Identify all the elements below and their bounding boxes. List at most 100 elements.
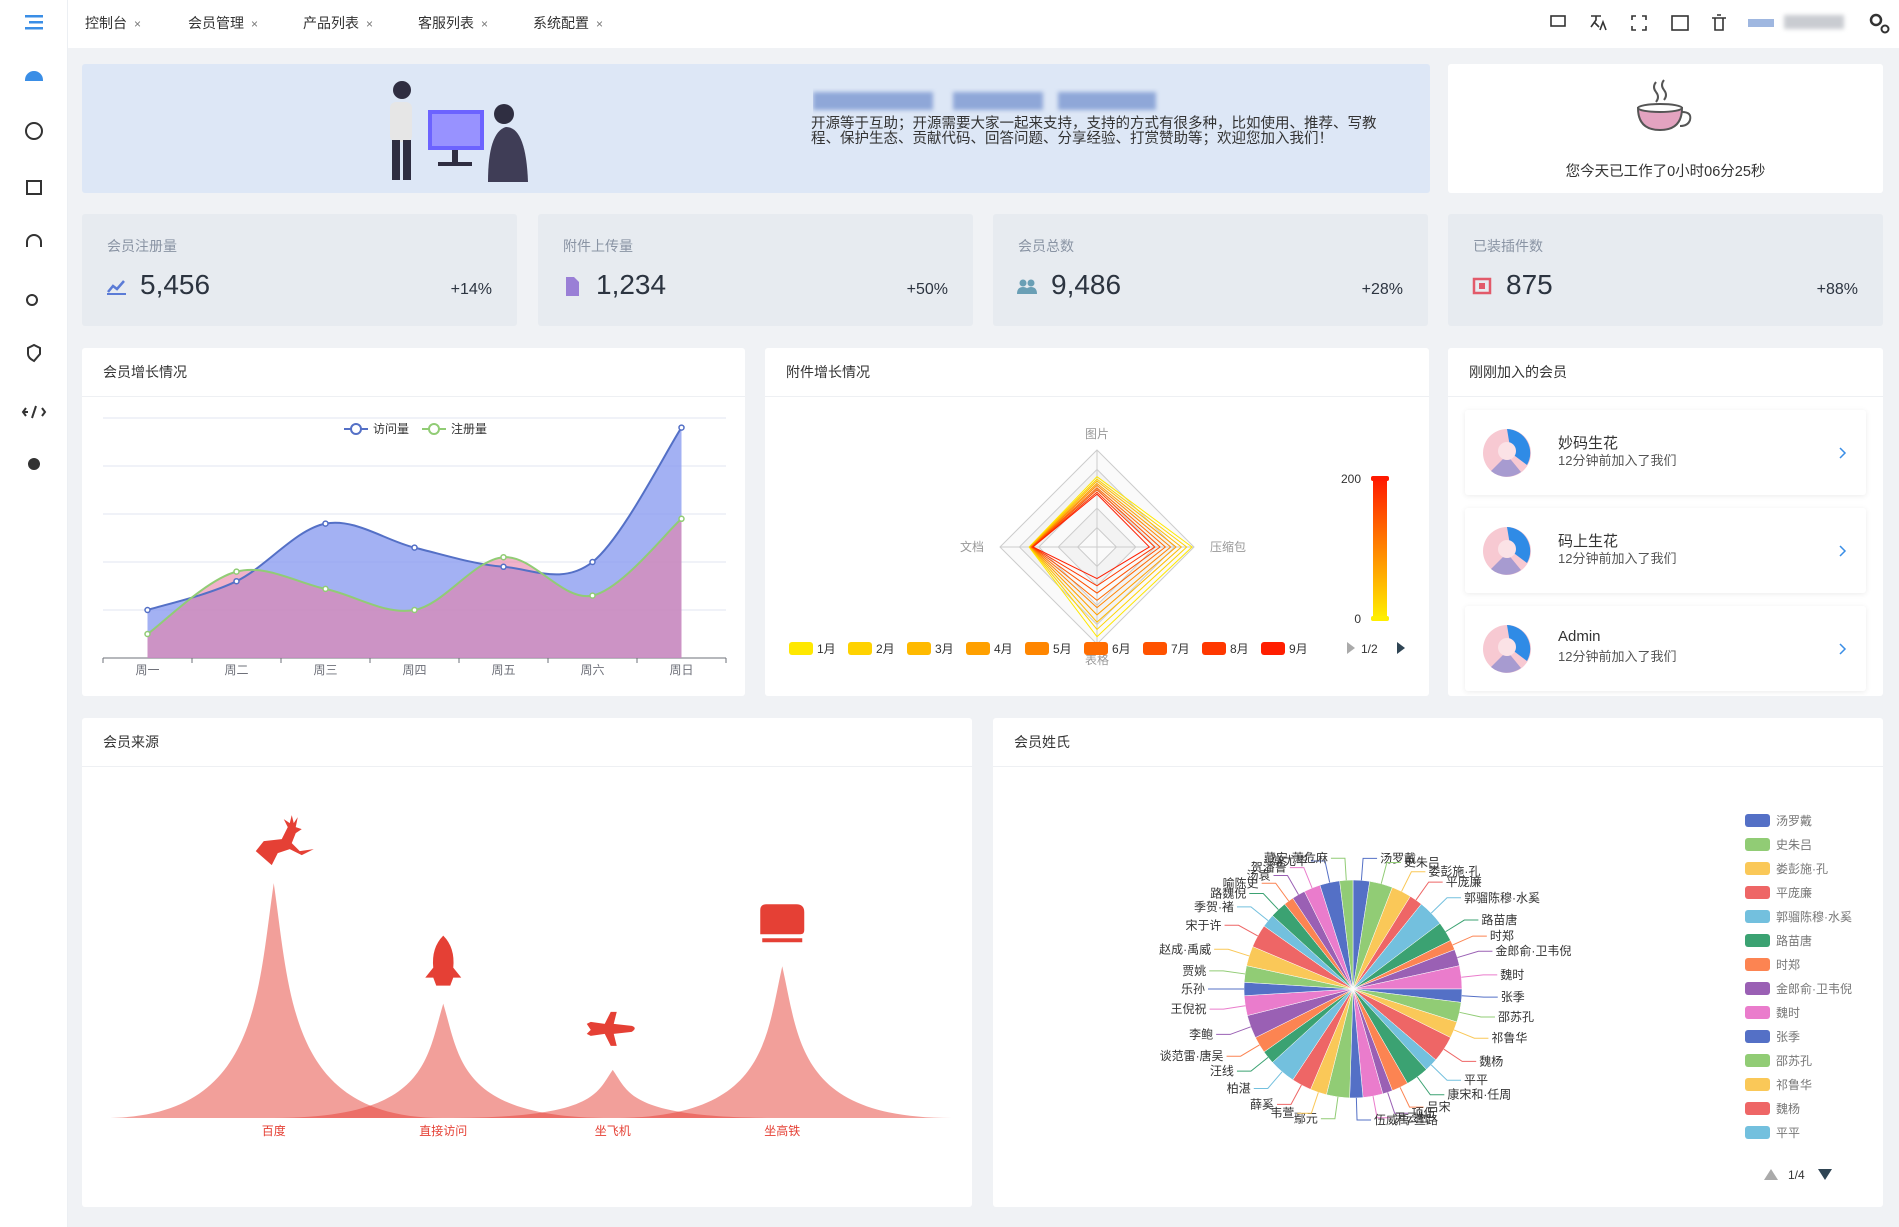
legend-label[interactable]: 张季 bbox=[1776, 1030, 1800, 1044]
legend-icon[interactable] bbox=[1745, 1102, 1770, 1115]
legend-icon[interactable] bbox=[1745, 1126, 1770, 1139]
legend-label[interactable]: 平平 bbox=[1776, 1126, 1800, 1140]
legend-label[interactable]: 2月 bbox=[876, 642, 895, 656]
member-item[interactable]: 码上生花 12分钟前加入了我们 bbox=[1465, 508, 1866, 593]
chevron[interactable] bbox=[1838, 642, 1848, 656]
pie-label: 贺潘鲁 bbox=[1251, 861, 1287, 875]
legend-icon[interactable] bbox=[1261, 642, 1285, 655]
legend-icon[interactable] bbox=[1745, 982, 1770, 995]
dashboard-icon[interactable] bbox=[24, 71, 44, 81]
legend-icon[interactable] bbox=[1745, 814, 1770, 827]
tab[interactable]: 会员管理 × bbox=[188, 0, 258, 48]
tab[interactable]: 客服列表 × bbox=[418, 0, 488, 48]
legend-label[interactable]: 魏时 bbox=[1776, 1005, 1800, 1020]
screen-icon[interactable] bbox=[1550, 15, 1566, 27]
label-line bbox=[1452, 935, 1487, 946]
legend-icon[interactable] bbox=[1745, 958, 1770, 971]
terminal-icon[interactable] bbox=[1671, 15, 1689, 31]
stat-change: +14% bbox=[450, 281, 492, 298]
legend-icon[interactable] bbox=[1745, 838, 1770, 851]
legend-icon[interactable] bbox=[1745, 1054, 1770, 1067]
tab-label: 会员管理 bbox=[188, 15, 244, 31]
legend-icon[interactable] bbox=[1745, 886, 1770, 899]
avatar-face bbox=[1498, 638, 1516, 656]
settings-icon[interactable] bbox=[1869, 13, 1890, 34]
legend-icon[interactable] bbox=[966, 642, 990, 655]
username[interactable] bbox=[1784, 15, 1844, 29]
tab[interactable]: 控制台 × bbox=[85, 0, 141, 48]
legend-label[interactable]: 娄彭施·孔 bbox=[1776, 861, 1828, 876]
legend-label[interactable]: 金郎俞·卫韦倪 bbox=[1776, 981, 1852, 996]
legend-icon[interactable] bbox=[1745, 862, 1770, 875]
legend-label[interactable]: 汤罗戴 bbox=[1776, 813, 1812, 828]
stat-label: 已装插件数 bbox=[1473, 238, 1543, 254]
legend-label: 注册量 bbox=[451, 421, 487, 436]
fullscreen-icon[interactable] bbox=[1631, 15, 1647, 31]
product-icon[interactable] bbox=[26, 180, 42, 195]
legend-icon[interactable] bbox=[848, 642, 872, 655]
legend-label[interactable]: 3月 bbox=[935, 642, 954, 656]
config-icon[interactable] bbox=[26, 294, 38, 306]
pager-next[interactable] bbox=[1397, 642, 1405, 654]
user-icon[interactable] bbox=[25, 122, 43, 140]
legend-label[interactable]: 路苗唐 bbox=[1776, 933, 1812, 948]
member-item[interactable]: 妙码生花 12分钟前加入了我们 bbox=[1465, 410, 1866, 495]
chevron[interactable] bbox=[1838, 544, 1848, 558]
service-icon[interactable] bbox=[26, 234, 42, 247]
translate-icon[interactable] bbox=[1590, 15, 1607, 31]
legend-label[interactable]: 7月 bbox=[1171, 642, 1190, 656]
legend-label[interactable]: 祁鲁华 bbox=[1776, 1077, 1812, 1092]
pager-prev[interactable] bbox=[1764, 1169, 1778, 1180]
point bbox=[233, 568, 240, 575]
stat-icon-part bbox=[1472, 277, 1492, 295]
tab-close[interactable]: × bbox=[251, 17, 259, 31]
top-bar: 控制台 × 会员管理 × 产品列表 × 客服列表 × 系统配置 × bbox=[68, 0, 1899, 48]
legend-icon[interactable] bbox=[1745, 1078, 1770, 1091]
group-icon[interactable] bbox=[28, 458, 40, 470]
trash-icon[interactable] bbox=[1712, 14, 1726, 31]
point bbox=[589, 592, 596, 599]
pie-label: 魏杨 bbox=[1479, 1053, 1503, 1068]
tab-close[interactable]: × bbox=[366, 17, 374, 31]
legend-label[interactable]: 5月 bbox=[1053, 642, 1072, 656]
legend-label[interactable]: 8月 bbox=[1230, 642, 1249, 656]
legend-label[interactable]: 魏杨 bbox=[1776, 1101, 1800, 1116]
legend-label[interactable]: 史朱吕 bbox=[1776, 838, 1812, 852]
legend-icon[interactable] bbox=[907, 642, 931, 655]
tab-close[interactable]: × bbox=[481, 17, 489, 31]
legend-icon[interactable] bbox=[1745, 934, 1770, 947]
legend-label[interactable]: 平庞廉 bbox=[1776, 885, 1812, 900]
chevron[interactable] bbox=[1838, 446, 1848, 460]
menu-icon[interactable] bbox=[25, 15, 43, 30]
pager-next[interactable] bbox=[1818, 1169, 1832, 1180]
legend-label[interactable]: 郭骝陈穆·水奚 bbox=[1776, 909, 1852, 924]
legend-label[interactable]: 时郑 bbox=[1776, 957, 1800, 972]
legend-icon[interactable] bbox=[1745, 1030, 1770, 1043]
legend-label[interactable]: 4月 bbox=[994, 642, 1013, 656]
member-item[interactable]: Admin 12分钟前加入了我们 bbox=[1465, 606, 1866, 691]
tab-close[interactable]: × bbox=[134, 17, 142, 31]
avatar-part bbox=[1491, 553, 1521, 575]
tab-close[interactable]: × bbox=[596, 17, 604, 31]
avatar-part bbox=[1491, 651, 1521, 673]
radar-series bbox=[1029, 482, 1177, 616]
pager-prev[interactable] bbox=[1347, 642, 1355, 654]
legend-label[interactable]: 邵苏孔 bbox=[1776, 1054, 1812, 1068]
label-line bbox=[1430, 1064, 1462, 1081]
legend-icon[interactable] bbox=[1084, 642, 1108, 655]
legend-icon[interactable] bbox=[1745, 910, 1770, 923]
avatar-part bbox=[1507, 527, 1531, 563]
legend-label[interactable]: 6月 bbox=[1112, 642, 1131, 656]
legend-icon[interactable] bbox=[1143, 642, 1167, 655]
security-icon[interactable] bbox=[27, 343, 41, 363]
tab[interactable]: 产品列表 × bbox=[303, 0, 373, 48]
pie-label: 汪线 bbox=[1210, 1064, 1234, 1078]
legend-icon[interactable] bbox=[1745, 1006, 1770, 1019]
legend-icon[interactable] bbox=[1202, 642, 1226, 655]
legend-label[interactable]: 1月 bbox=[817, 642, 836, 656]
legend-icon[interactable] bbox=[789, 642, 813, 655]
legend-icon[interactable] bbox=[1025, 642, 1049, 655]
code-icon[interactable] bbox=[21, 405, 47, 419]
legend-label[interactable]: 9月 bbox=[1289, 642, 1308, 656]
tab[interactable]: 系统配置 × bbox=[533, 0, 603, 48]
